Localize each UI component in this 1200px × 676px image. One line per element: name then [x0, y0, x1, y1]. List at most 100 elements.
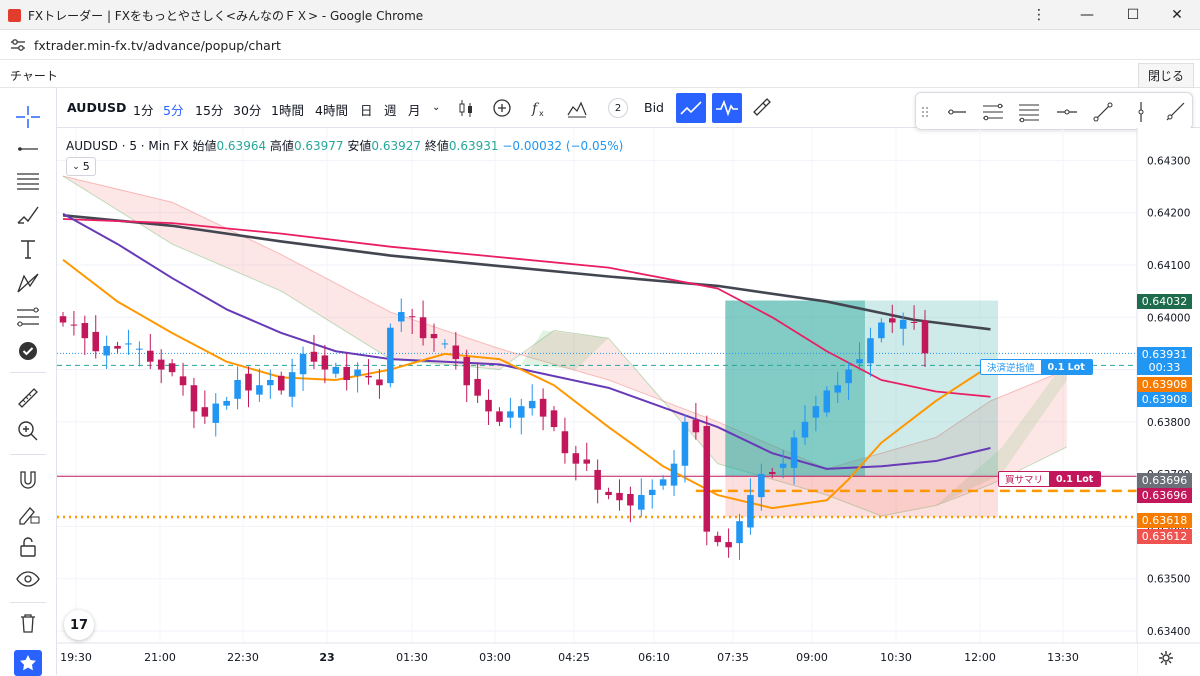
stop-loss-order-tag[interactable]: 決済逆指値 0.1 Lot — [980, 359, 1093, 375]
candle-body — [812, 406, 820, 418]
stop-loss-lot: 0.1 Lot — [1040, 360, 1092, 374]
vertical-line-icon[interactable] — [1128, 99, 1154, 125]
candle-body — [768, 472, 776, 475]
profit-zone — [725, 300, 998, 477]
cloud-fill — [63, 176, 1067, 516]
maximize-button[interactable]: ☐ — [1126, 7, 1140, 23]
candle-body — [288, 372, 296, 397]
tf-1h[interactable]: 1時間 — [271, 103, 304, 118]
gear-icon[interactable] — [1158, 650, 1174, 666]
chevron-down-icon[interactable]: ⌄ — [432, 102, 441, 113]
legend-high: 0.63977 — [293, 139, 344, 153]
horizontal-line-icon[interactable] — [1054, 99, 1080, 125]
time-tick-label: 06:10 — [638, 651, 670, 664]
current-price: 0.63931 — [1141, 348, 1188, 361]
legend-symbol: AUDUSD · 5 · Min FX — [66, 139, 189, 153]
price-tick-label: 0.64000 — [1147, 312, 1190, 324]
candle-body — [779, 463, 787, 468]
unlock-icon[interactable] — [14, 534, 42, 560]
trend-line-icon[interactable] — [14, 136, 42, 162]
favorites-star-icon[interactable] — [14, 650, 42, 676]
magnet-icon[interactable] — [14, 466, 42, 492]
cloud-green-fill — [521, 330, 609, 370]
legend-close: 0.63931 — [448, 139, 499, 153]
time-axis[interactable]: 19:30 21:00 22:30 23 01:30 03:00 04:25 06:10 07:… — [57, 642, 1200, 675]
tf-15m[interactable]: 15分 — [195, 103, 224, 118]
brush-icon[interactable] — [14, 202, 42, 228]
drag-handle-icon[interactable] — [918, 99, 932, 125]
app-favicon-icon — [8, 9, 21, 22]
check-icon[interactable] — [14, 338, 42, 364]
position-zones — [725, 300, 998, 517]
candle-body — [430, 334, 438, 339]
candle-body — [910, 321, 918, 323]
tf-day[interactable]: 日 — [360, 103, 373, 118]
candle-type-icon[interactable] — [453, 95, 479, 121]
compare-add-icon[interactable] — [489, 95, 515, 121]
tf-month[interactable]: 月 — [408, 103, 421, 118]
channel-lines-icon[interactable] — [980, 99, 1006, 125]
tradingview-logo[interactable]: 17 — [64, 610, 94, 640]
candle-body — [179, 376, 187, 386]
tf-30m[interactable]: 30分 — [233, 103, 262, 118]
text-tool-icon[interactable] — [14, 236, 42, 262]
close-window-button[interactable]: ✕ — [1171, 7, 1183, 23]
screenshot-brush-icon[interactable] — [749, 95, 775, 121]
price-type-button[interactable]: Bid — [644, 100, 664, 115]
price-chart[interactable]: 0.643000.642000.641000.640000.639000.638… — [57, 128, 1200, 675]
templates-icon[interactable] — [564, 95, 590, 121]
ruler-icon[interactable] — [14, 384, 42, 410]
lock-drawing-icon[interactable] — [14, 500, 42, 526]
candle-body — [627, 493, 634, 506]
extensions-icon[interactable]: ⋮ — [1032, 7, 1046, 23]
candle-body — [408, 316, 416, 318]
close-chart-button[interactable]: 閉じる — [1137, 63, 1194, 88]
ma-price-tag: 0.64032 — [1137, 294, 1192, 309]
fib-levels-icon[interactable] — [1016, 99, 1042, 125]
horizontal-lines-icon[interactable] — [14, 168, 42, 194]
chart-style-wave-icon[interactable] — [712, 93, 742, 123]
candle-body — [856, 359, 863, 364]
crosshair-icon[interactable] — [14, 104, 42, 130]
candle-body — [59, 316, 67, 323]
price-tick-label: 0.64300 — [1147, 155, 1190, 167]
cloud-span-b — [62, 175, 1068, 517]
tf-4h[interactable]: 4時間 — [315, 103, 348, 118]
candle-body — [605, 491, 612, 496]
tf-week[interactable]: 週 — [384, 103, 397, 118]
minimize-button[interactable]: — — [1080, 7, 1094, 23]
time-tick-label: 19:30 — [60, 651, 92, 664]
candle-body — [638, 495, 645, 510]
current-price-tag: 0.63931 00:33 — [1137, 347, 1192, 375]
trend-line-draw-icon[interactable] — [1090, 99, 1116, 125]
candle-body — [496, 411, 503, 422]
window-titlebar: FXトレーダー | FXをもっとやさしく<みんなのＦＸ> - Google Ch… — [0, 0, 1200, 30]
candle-body — [550, 410, 558, 428]
candle-body — [474, 378, 481, 396]
candle-body — [659, 479, 667, 486]
position-order-tag[interactable]: 買サマリ 0.1 Lot — [998, 471, 1102, 487]
tf-1m[interactable]: 1分 — [133, 103, 154, 118]
url-text[interactable]: fxtrader.min-fx.tv/advance/popup/chart — [34, 38, 281, 53]
candle-body — [321, 355, 329, 370]
tf-5m[interactable]: 5分 — [163, 103, 184, 118]
candle-body — [648, 489, 656, 496]
indicator-count-badge[interactable]: 2 — [608, 98, 628, 118]
candle-body — [332, 366, 340, 374]
indicators-toggle-button[interactable]: ⌄ 5 — [66, 157, 96, 176]
zoom-in-icon[interactable] — [14, 418, 42, 444]
fib-tool-icon[interactable] — [14, 304, 42, 330]
candle-body — [692, 419, 700, 433]
ray-line-icon[interactable] — [1162, 99, 1188, 125]
legend-close-label: 終値 — [424, 139, 449, 153]
chart-style-line-icon[interactable] — [676, 93, 706, 123]
trash-icon[interactable] — [14, 610, 42, 636]
site-settings-icon[interactable] — [10, 38, 26, 52]
horizontal-ray-icon[interactable] — [944, 99, 970, 125]
candle-body — [670, 463, 678, 486]
eye-icon[interactable] — [14, 566, 42, 592]
symbol-search-button[interactable]: AUDUSD — [67, 100, 127, 115]
pattern-tool-icon[interactable] — [14, 270, 42, 296]
candle-body — [594, 469, 601, 490]
